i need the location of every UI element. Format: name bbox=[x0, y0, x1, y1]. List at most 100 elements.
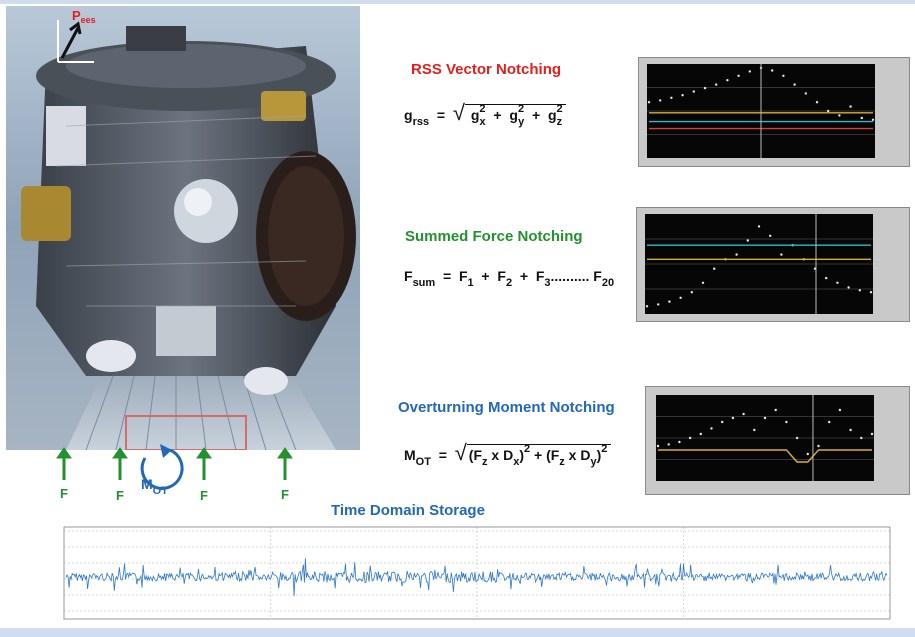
data-point bbox=[681, 94, 684, 97]
data-point bbox=[757, 225, 761, 228]
data-point bbox=[731, 416, 735, 420]
sum-equals: = bbox=[439, 268, 456, 284]
data-point bbox=[659, 99, 662, 102]
force-arrow-1-head bbox=[56, 447, 72, 459]
rss-chart-screen bbox=[647, 64, 875, 158]
data-point bbox=[699, 432, 702, 436]
axis-label: Pees bbox=[72, 8, 96, 25]
data-point bbox=[678, 440, 681, 444]
data-point bbox=[715, 83, 718, 86]
data-point bbox=[748, 70, 751, 73]
data-point bbox=[726, 79, 729, 82]
data-point bbox=[780, 253, 783, 256]
axis-label-p: P bbox=[72, 8, 81, 23]
data-point bbox=[688, 436, 692, 440]
data-point bbox=[847, 286, 850, 289]
bottom-border bbox=[0, 628, 915, 637]
data-point bbox=[771, 69, 774, 72]
sum-chart-screen bbox=[645, 214, 873, 314]
ot-chart bbox=[645, 386, 910, 495]
data-point bbox=[860, 436, 863, 440]
data-point bbox=[836, 281, 839, 284]
time-title: Time Domain Storage bbox=[331, 502, 485, 519]
data-point bbox=[690, 291, 693, 294]
ot-lhs: M bbox=[404, 447, 416, 463]
moment-label-sub: OT bbox=[152, 485, 168, 497]
rss-term-z: g2z bbox=[547, 103, 563, 128]
rss-radicand: g2x + g2y + g2z bbox=[464, 103, 567, 128]
moment-arrow bbox=[140, 448, 184, 490]
data-point bbox=[785, 420, 788, 424]
sqrt-sign: √ bbox=[452, 100, 465, 125]
data-point bbox=[849, 105, 852, 108]
sum-term-2: F bbox=[497, 268, 506, 284]
data-point bbox=[827, 109, 830, 113]
data-point bbox=[668, 300, 671, 303]
rss-plus-1: + bbox=[489, 107, 506, 123]
ot-title: Overturning Moment Notching bbox=[398, 399, 615, 416]
data-point bbox=[763, 416, 767, 420]
sum-term-1: F bbox=[458, 268, 468, 284]
data-point bbox=[667, 443, 670, 446]
rss-lhs: g bbox=[404, 107, 413, 123]
sum-plus-2: + bbox=[515, 268, 532, 284]
data-point bbox=[825, 276, 828, 280]
time-chart bbox=[46, 523, 896, 627]
data-point bbox=[713, 267, 716, 270]
data-point bbox=[828, 420, 831, 424]
sum-chart bbox=[636, 207, 910, 322]
rss-chart-svg bbox=[647, 64, 875, 158]
force-label-4: F bbox=[281, 487, 289, 502]
data-point bbox=[869, 291, 873, 294]
force-arrow-2-head bbox=[112, 447, 128, 459]
data-point bbox=[656, 444, 660, 448]
force-label-3: F bbox=[200, 488, 208, 503]
data-point bbox=[815, 101, 819, 104]
data-point bbox=[769, 234, 772, 237]
data-point bbox=[860, 116, 863, 120]
sum-term-last: F bbox=[593, 268, 602, 284]
sum-title: Summed Force Notching bbox=[405, 228, 583, 245]
data-point bbox=[858, 289, 861, 292]
data-point bbox=[871, 118, 875, 121]
data-point bbox=[647, 101, 651, 104]
moment-label-m: M bbox=[141, 476, 153, 492]
data-point bbox=[692, 90, 695, 93]
force-label-2: F bbox=[116, 488, 124, 503]
rss-chart bbox=[638, 57, 910, 167]
rss-title: RSS Vector Notching bbox=[411, 61, 562, 78]
sum-plus-1: + bbox=[477, 268, 494, 284]
data-point bbox=[742, 412, 745, 416]
sum-term-1-sub: 1 bbox=[467, 277, 474, 289]
data-point bbox=[701, 281, 705, 284]
ot-sqrt-sign: √ bbox=[454, 440, 467, 465]
data-point bbox=[793, 83, 796, 86]
data-point bbox=[753, 428, 756, 432]
data-point bbox=[679, 296, 682, 299]
ot-equals: = bbox=[434, 447, 451, 463]
data-point bbox=[870, 432, 874, 436]
time-chart-svg bbox=[63, 526, 891, 620]
sum-term-last-sub: 20 bbox=[601, 277, 615, 289]
time-trace bbox=[65, 558, 888, 596]
sum-chart-svg bbox=[645, 214, 873, 314]
data-point bbox=[838, 408, 842, 412]
data-point bbox=[657, 303, 660, 306]
sum-lhs-sub: sum bbox=[412, 277, 436, 289]
data-point bbox=[746, 239, 749, 242]
moment-arrow-head bbox=[160, 444, 172, 458]
rss-lhs-sub: rss bbox=[412, 116, 430, 128]
time-plot-frame bbox=[63, 526, 891, 620]
data-point bbox=[735, 253, 738, 256]
data-point bbox=[710, 427, 713, 430]
rss-term-x: g2x bbox=[470, 103, 486, 128]
sum-dots: .......... bbox=[550, 268, 590, 284]
sum-term-3: F bbox=[535, 268, 545, 284]
sum-term-2-sub: 2 bbox=[505, 277, 513, 289]
force-arrow-4-head bbox=[277, 447, 293, 459]
sum-lhs: F bbox=[404, 268, 413, 284]
data-point bbox=[795, 436, 799, 440]
series-line-1 bbox=[658, 449, 872, 463]
data-point bbox=[645, 305, 649, 308]
rss-equals: = bbox=[432, 107, 449, 123]
